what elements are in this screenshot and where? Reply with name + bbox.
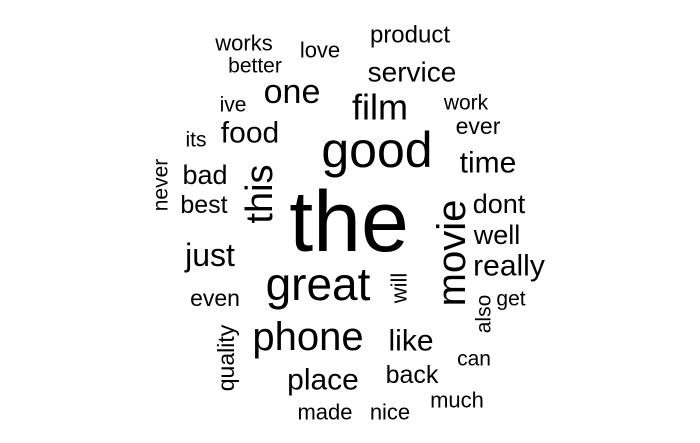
word-made: made [297, 400, 352, 425]
word-nice: nice [370, 400, 410, 425]
word-well: well [473, 220, 521, 250]
word-really: really [473, 250, 545, 283]
word-best: best [180, 191, 227, 219]
word-ive: ive [220, 94, 247, 117]
word-place: place [287, 364, 359, 397]
word-can: can [457, 348, 491, 371]
word-its: its [186, 129, 207, 152]
word-never: never [150, 159, 173, 212]
word-product: product [370, 22, 450, 49]
word-movie: movie [430, 200, 474, 307]
word-one: one [264, 73, 321, 111]
word-phone: phone [252, 315, 363, 359]
word-get: get [496, 288, 525, 311]
word-the: the [289, 174, 409, 270]
word-back: back [386, 361, 439, 389]
word-time: time [460, 147, 517, 180]
word-much: much [430, 388, 484, 413]
word-love: love [300, 38, 340, 63]
word-work: work [443, 92, 489, 115]
word-just: just [184, 237, 235, 273]
word-good: good [321, 122, 432, 178]
word-great: great [266, 258, 371, 310]
word-dont: dont [473, 189, 526, 219]
word-quality: quality [213, 324, 239, 391]
word-service: service [368, 57, 457, 88]
word-will: will [387, 273, 412, 305]
word-ever: ever [456, 113, 501, 139]
word-even: even [190, 285, 240, 311]
word-bad: bad [182, 160, 227, 190]
word-film: film [352, 87, 408, 128]
word-like: like [388, 325, 433, 358]
word-better: better [228, 55, 282, 78]
word-food: food [221, 117, 279, 150]
word-this: this [239, 164, 281, 223]
word-works: works [214, 31, 272, 56]
word-also: also [473, 295, 496, 334]
